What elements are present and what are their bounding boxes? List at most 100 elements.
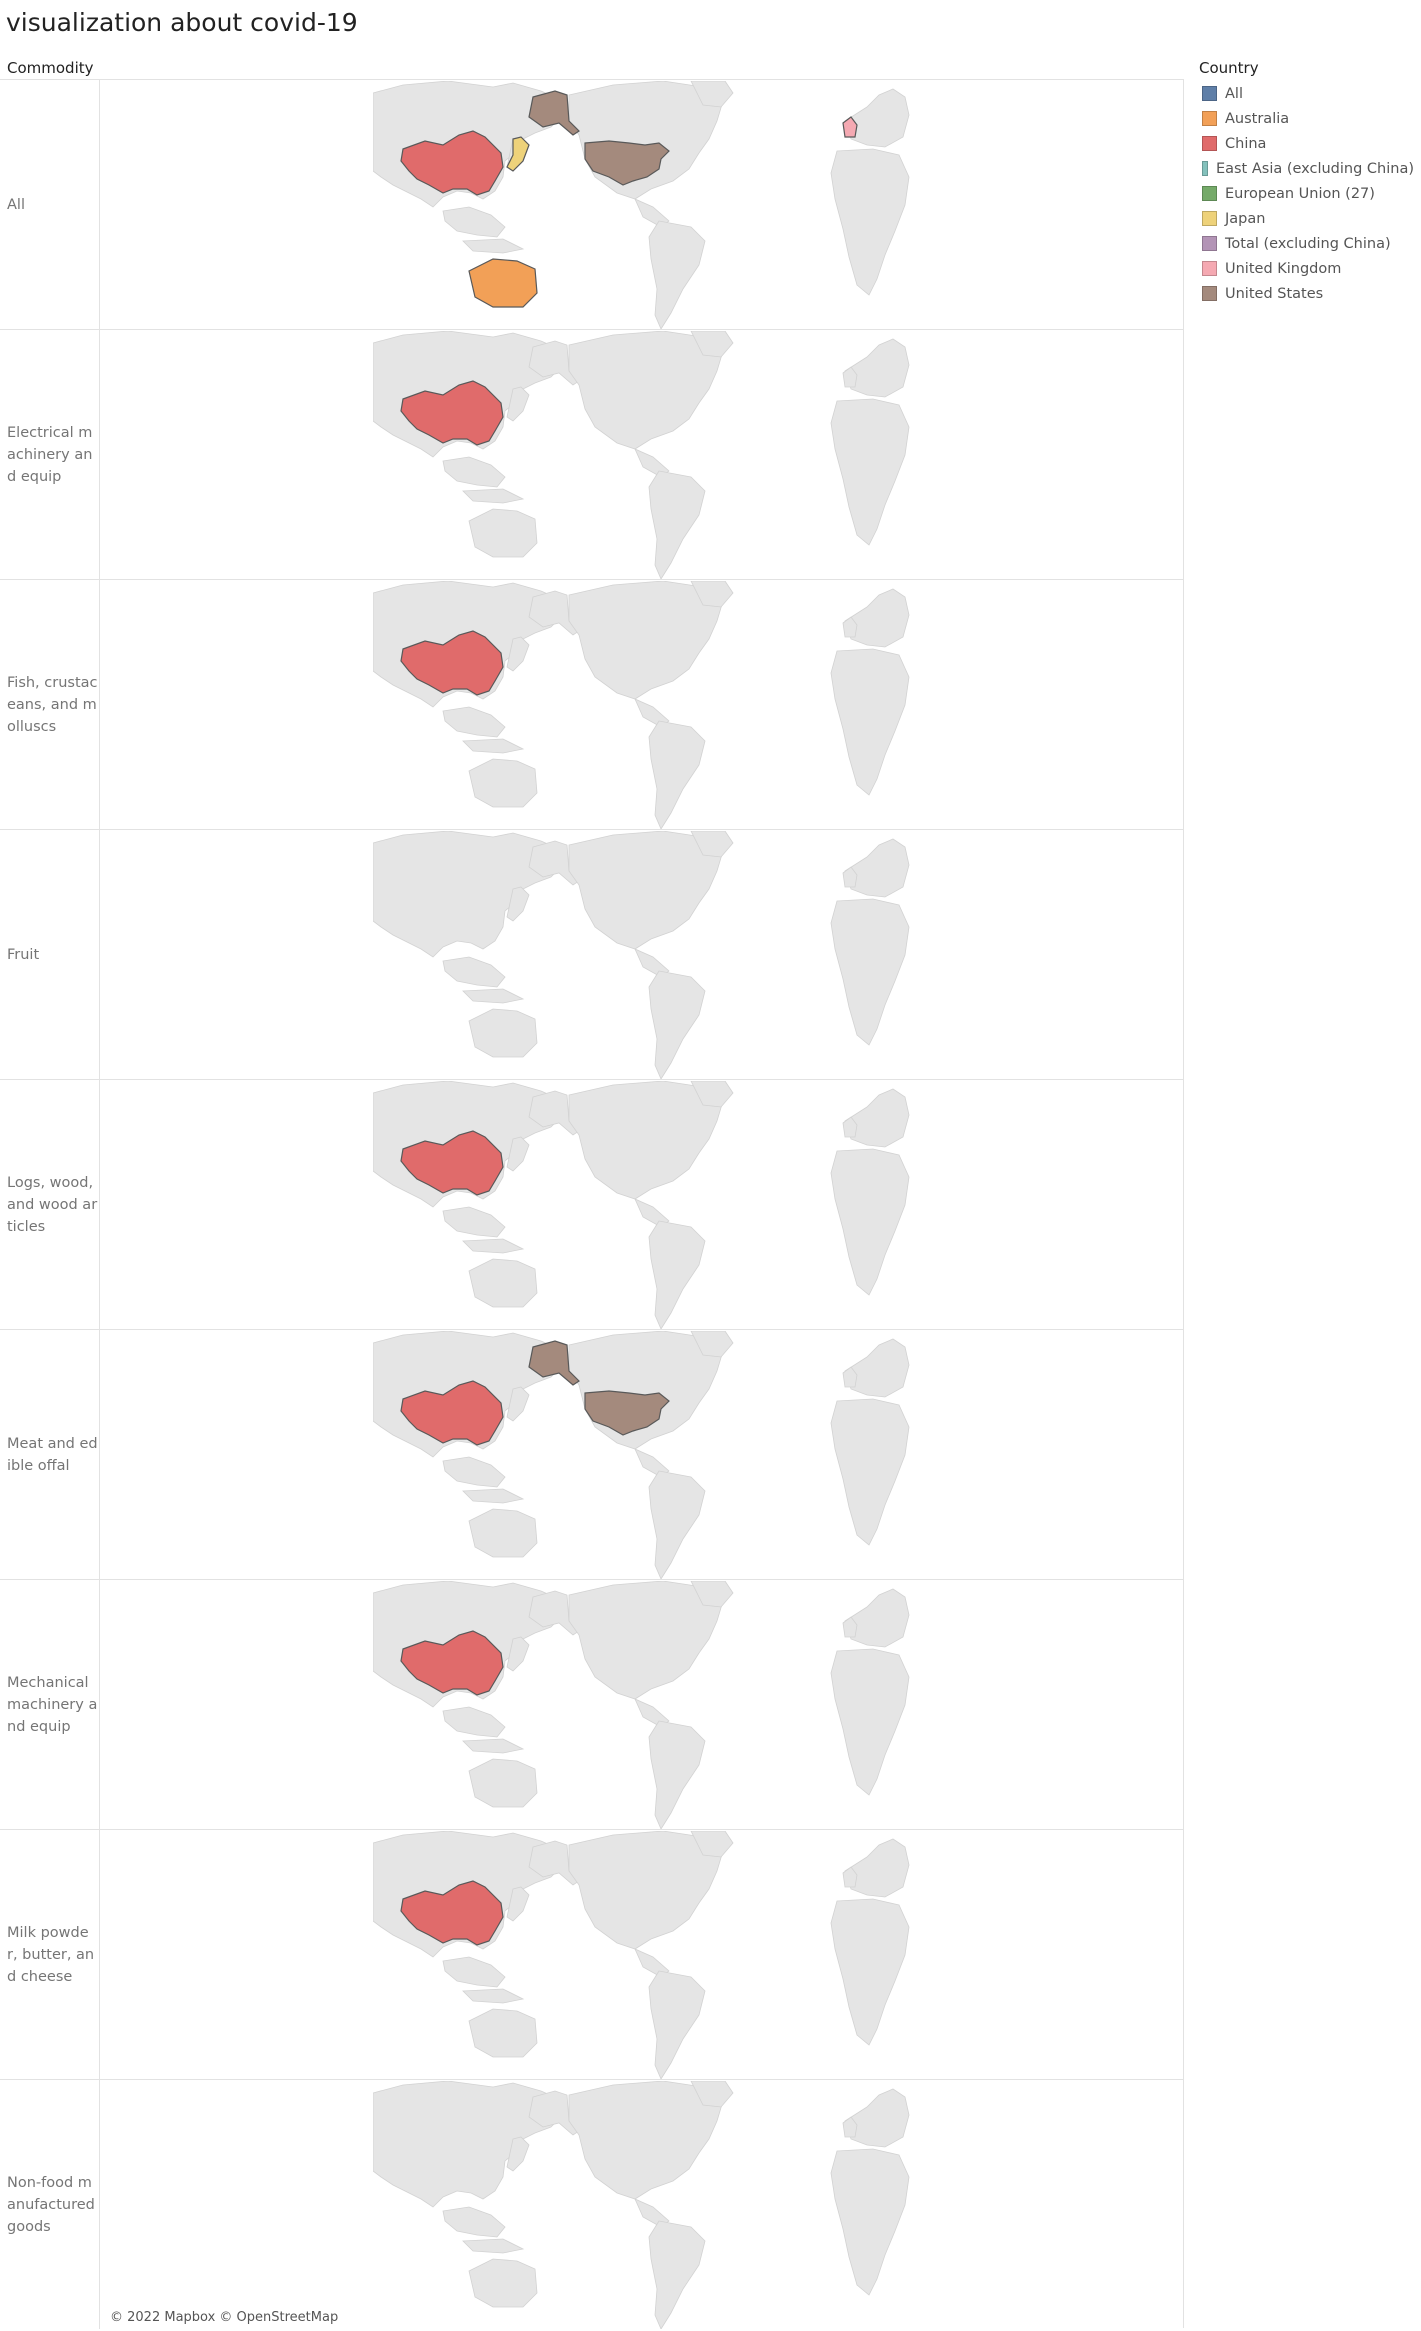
- land-japan-base: [506, 1636, 530, 1672]
- commodity-label-cell: Electrical machinery and equip: [0, 330, 100, 579]
- legend-swatch: [1202, 111, 1217, 126]
- world-map[interactable]: [373, 1081, 910, 1329]
- land-south-america: [648, 220, 706, 329]
- land-africa: [830, 1398, 910, 1546]
- land-australia: [468, 1258, 538, 1308]
- commodity-label: Fish, crustaceans, and molluscs: [7, 674, 98, 735]
- world-map[interactable]: [373, 1831, 910, 2079]
- region-china[interactable]: [400, 630, 504, 696]
- commodity-label-cell: Fish, crustaceans, and molluscs: [0, 580, 100, 829]
- land-europe: [844, 1338, 910, 1398]
- commodity-label: Non-food manufactured goods: [7, 2174, 95, 2235]
- commodity-label: Fruit: [7, 946, 40, 963]
- land-australia: [468, 758, 538, 808]
- legend-swatch: [1202, 186, 1217, 201]
- land-japan-base: [506, 886, 530, 922]
- land-alaska: [528, 840, 580, 886]
- land-africa: [830, 148, 910, 296]
- region-china[interactable]: [400, 1880, 504, 1946]
- land-seasia: [442, 706, 506, 738]
- region-usa-mainland[interactable]: [584, 1390, 670, 1436]
- land-africa: [830, 1898, 910, 2046]
- region-usa-mainland[interactable]: [584, 140, 670, 186]
- commodity-label-cell: Fruit: [0, 830, 100, 1079]
- region-china[interactable]: [400, 1130, 504, 1196]
- region-china[interactable]: [400, 1630, 504, 1696]
- land-seasia: [442, 956, 506, 988]
- region-china[interactable]: [400, 1380, 504, 1446]
- land-greenland: [690, 81, 734, 108]
- map-row: Non-food manufactured goods: [0, 2079, 1183, 2329]
- land-africa: [830, 2148, 910, 2296]
- region-japan[interactable]: [506, 136, 530, 172]
- legend-swatch: [1202, 86, 1217, 101]
- region-uk[interactable]: [842, 116, 858, 138]
- land-uk-base: [842, 1366, 858, 1388]
- land-africa: [830, 1148, 910, 1296]
- land-seasia: [442, 1706, 506, 1738]
- land-indonesia: [462, 238, 525, 254]
- legend-item[interactable]: European Union (27): [1199, 181, 1414, 206]
- region-china[interactable]: [400, 380, 504, 446]
- land-alaska: [528, 590, 580, 636]
- land-indonesia: [462, 1238, 525, 1254]
- world-map[interactable]: [373, 2081, 910, 2329]
- commodity-label: Meat and edible offal: [7, 1435, 98, 1474]
- world-map[interactable]: [373, 831, 910, 1079]
- land-eurasia: [373, 2081, 564, 2208]
- map-grid: All Ele: [0, 79, 1184, 2329]
- land-indonesia: [462, 2238, 525, 2254]
- legend-item[interactable]: Total (excluding China): [1199, 231, 1414, 256]
- land-japan-base: [506, 1386, 530, 1422]
- land-uk-base: [842, 1116, 858, 1138]
- land-uk-base: [842, 866, 858, 888]
- legend-swatch: [1202, 161, 1208, 176]
- land-eurasia: [373, 831, 564, 958]
- region-china[interactable]: [400, 130, 504, 196]
- world-map[interactable]: [373, 581, 910, 829]
- commodity-label-cell: Non-food manufactured goods: [0, 2080, 100, 2329]
- land-indonesia: [462, 1988, 525, 2004]
- commodity-label: Mechanical machinery and equip: [7, 1674, 98, 1735]
- land-south-america: [648, 1720, 706, 1829]
- land-seasia: [442, 2206, 506, 2238]
- legend-swatch: [1202, 136, 1217, 151]
- region-usa-alaska[interactable]: [528, 90, 580, 136]
- commodity-label-cell: Milk powder, butter, and cheese: [0, 1830, 100, 2079]
- commodity-label-cell: All: [0, 80, 100, 329]
- land-japan-base: [506, 386, 530, 422]
- world-map[interactable]: [373, 81, 910, 329]
- land-europe: [844, 588, 910, 648]
- legend-item[interactable]: Japan: [1199, 206, 1414, 231]
- map-row: Meat and edible offal: [0, 1329, 1183, 1579]
- land-europe: [844, 338, 910, 398]
- land-uk-base: [842, 2116, 858, 2138]
- legend-items: All Australia China East Asia (excluding Ch…: [1199, 81, 1414, 306]
- region-usa-alaska[interactable]: [528, 1340, 580, 1386]
- legend-item[interactable]: United States: [1199, 281, 1414, 306]
- legend-label: United States: [1225, 285, 1324, 302]
- legend: Country All Australia China East Asia (excl…: [1199, 59, 1414, 306]
- map-copyright[interactable]: © 2022 Mapbox © OpenStreetMap: [110, 2310, 339, 2325]
- legend-item[interactable]: All: [1199, 81, 1414, 106]
- legend-item[interactable]: Australia: [1199, 106, 1414, 131]
- legend-item[interactable]: East Asia (excluding China): [1199, 156, 1414, 181]
- region-australia[interactable]: [468, 258, 538, 308]
- commodity-label-cell: Mechanical machinery and equip: [0, 1580, 100, 1829]
- land-europe: [844, 1088, 910, 1148]
- legend-swatch: [1202, 261, 1217, 276]
- world-map[interactable]: [373, 1331, 910, 1579]
- legend-item[interactable]: United Kingdom: [1199, 256, 1414, 281]
- commodity-label: Logs, wood, and wood articles: [7, 1174, 98, 1235]
- land-south-america: [648, 970, 706, 1079]
- land-greenland: [690, 2081, 734, 2108]
- world-map[interactable]: [373, 331, 910, 579]
- land-greenland: [690, 1331, 734, 1358]
- land-australia: [468, 1508, 538, 1558]
- world-map[interactable]: [373, 1581, 910, 1829]
- land-uk-base: [842, 1866, 858, 1888]
- commodity-label-cell: Logs, wood, and wood articles: [0, 1080, 100, 1329]
- land-greenland: [690, 1831, 734, 1858]
- map-row: Milk powder, butter, and cheese: [0, 1829, 1183, 2079]
- legend-item[interactable]: China: [1199, 131, 1414, 156]
